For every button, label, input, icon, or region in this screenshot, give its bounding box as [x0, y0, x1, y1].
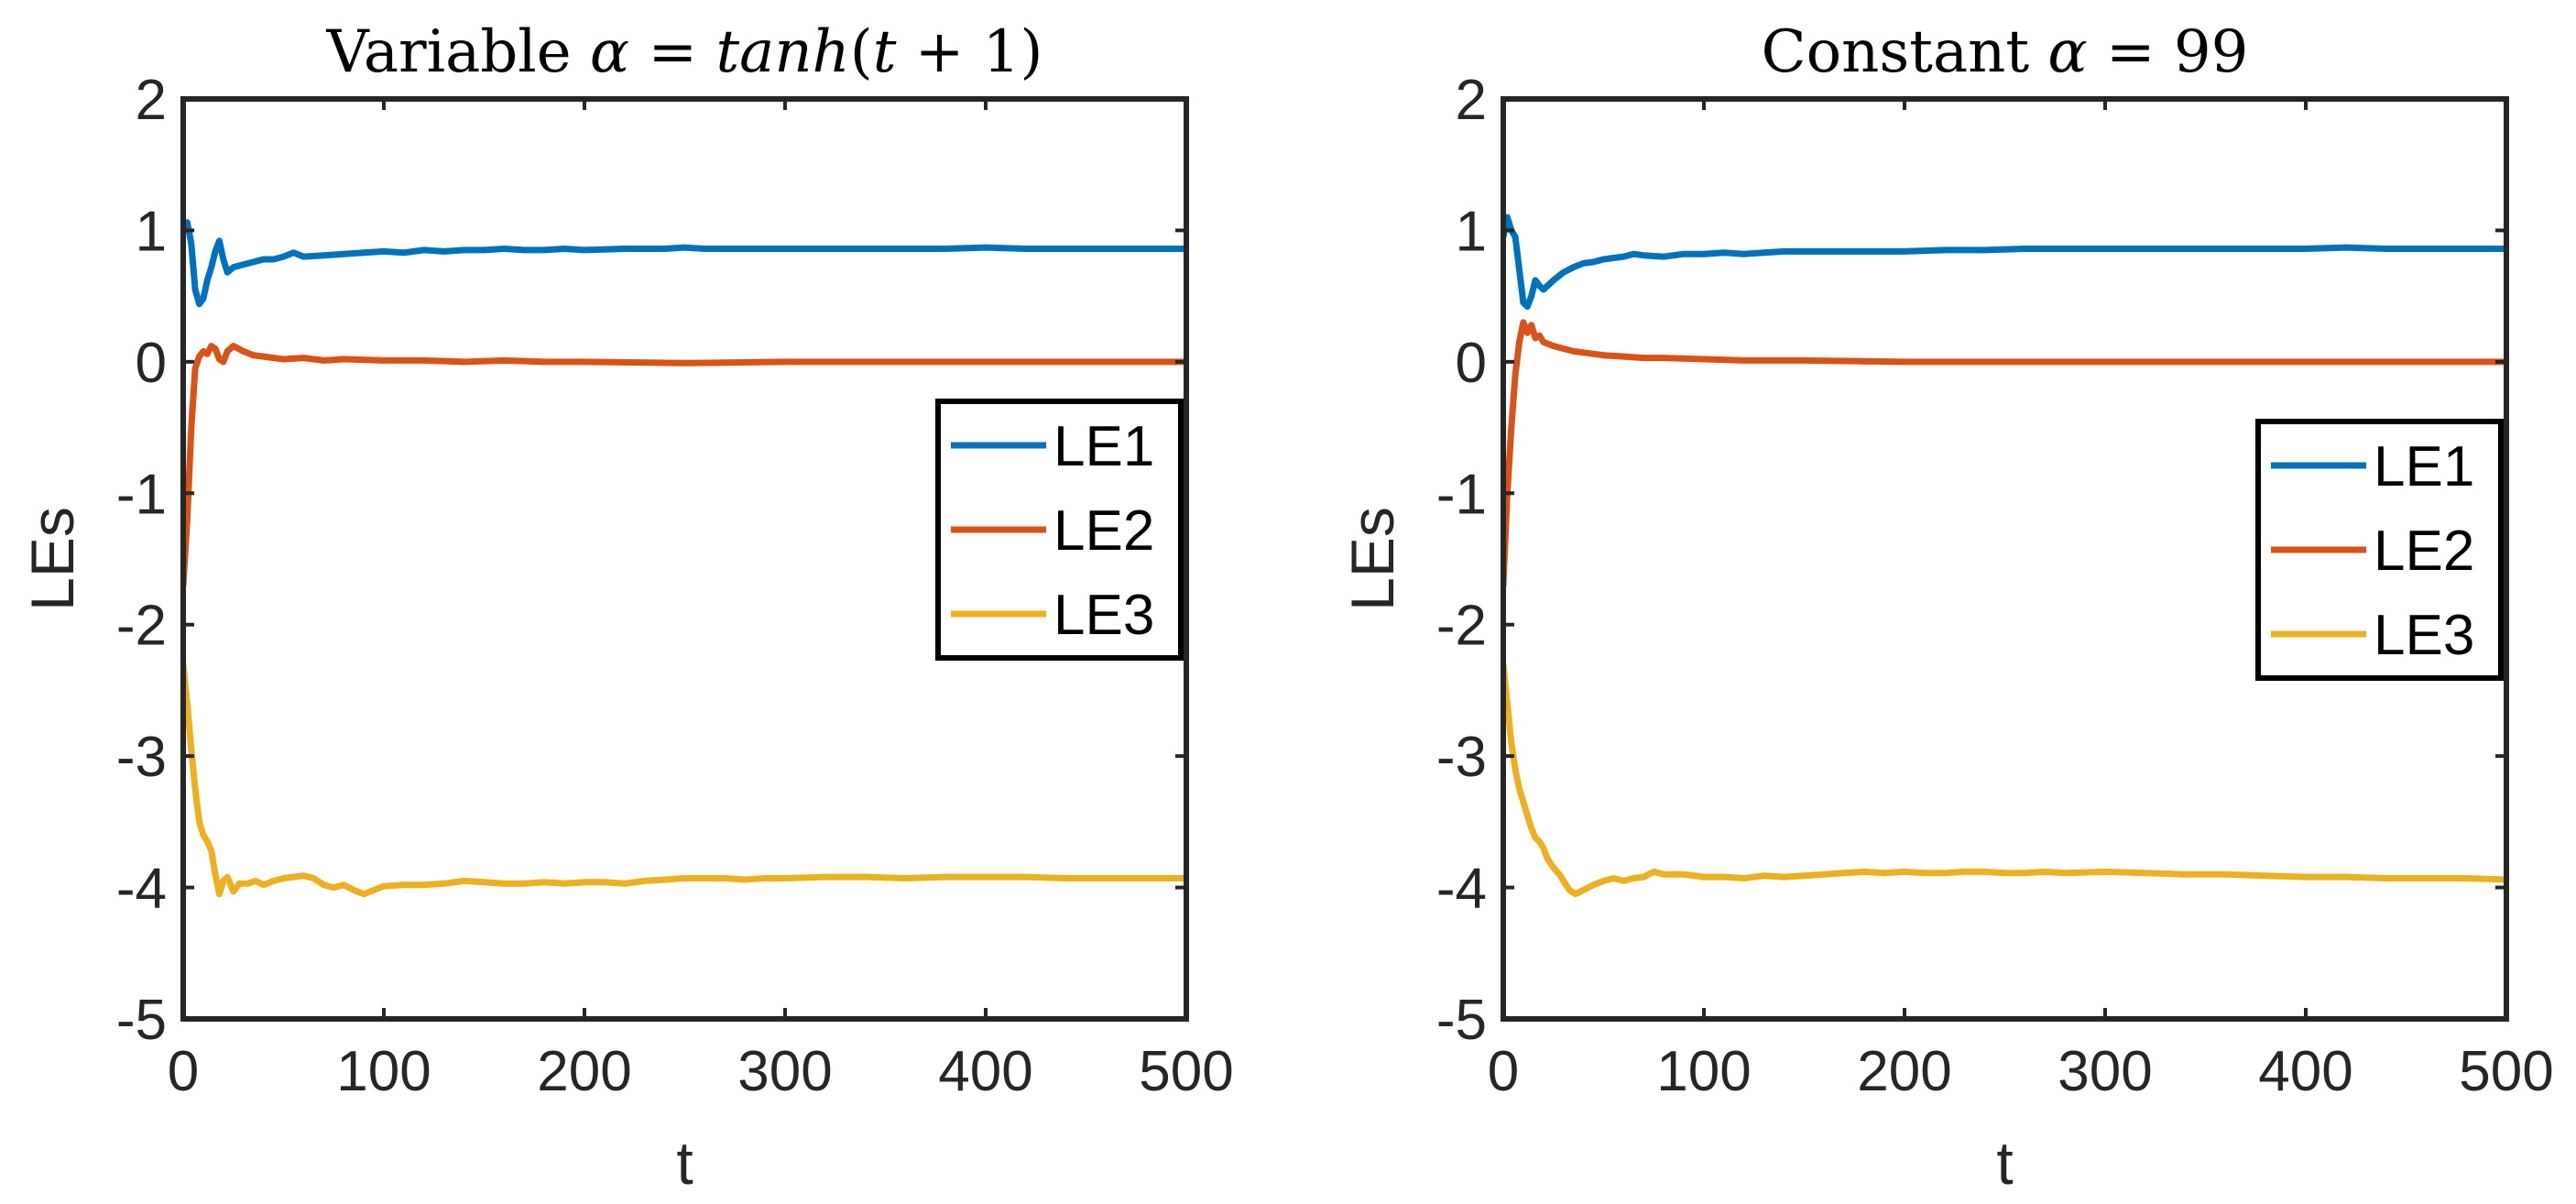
right-panel: 0 100 200 300 400 500 2 1 0 -1 -2 -3 -4 -5 t LEs Constan…	[1338, 18, 2554, 1197]
y-tick-label: -5	[116, 989, 167, 1052]
y-tick-label: 2	[136, 69, 167, 132]
series-line-le2	[183, 343, 1186, 589]
series-line-le1	[1503, 213, 2506, 311]
x-axis-label: t	[1996, 1129, 2013, 1197]
y-axis-label: LEs	[1338, 507, 1406, 611]
y-tick-label: -3	[116, 726, 167, 789]
x-tick-label: 100	[1656, 1040, 1751, 1103]
y-tick-label: -5	[1436, 989, 1487, 1052]
chart-title: Constant α = 99	[1762, 18, 2249, 86]
x-tick-label: 500	[2459, 1040, 2553, 1103]
left-panel: 0 100 200 300 400 500 2 1 0 -1 -2 -3 -4 -5 t LEs Variabl…	[18, 18, 1234, 1197]
chart-title: Variable α = tanh(t + 1)	[326, 18, 1043, 86]
plot-frame	[1501, 96, 2509, 1022]
y-tick-label: -4	[116, 858, 167, 921]
y-tick-label: 1	[1456, 200, 1487, 263]
x-tick-label: 0	[1488, 1040, 1519, 1103]
series-line-le3	[183, 661, 1186, 898]
x-tick-label: 0	[168, 1040, 199, 1103]
legend: LE1 LE2 LE3	[935, 399, 1184, 661]
legend: LE1 LE2 LE3	[2255, 419, 2504, 681]
legend-label-le2: LE2	[1053, 499, 1154, 563]
y-axis-label: LEs	[18, 507, 86, 611]
y-tick-label: -4	[1436, 858, 1487, 921]
y-tick-label: 2	[1456, 69, 1487, 132]
y-tick-label: -2	[116, 595, 167, 658]
x-axis-label: t	[676, 1129, 693, 1197]
legend-label-le1: LE1	[2374, 435, 2474, 498]
x-tick-label: 400	[938, 1040, 1032, 1103]
legend-label-le3: LE3	[2374, 604, 2474, 667]
legend-label-le1: LE1	[1053, 415, 1154, 478]
x-tick-label: 100	[336, 1040, 431, 1103]
series-group	[1503, 213, 2506, 898]
series-line-le2	[1503, 319, 2506, 589]
y-tick-label: -2	[1436, 595, 1487, 658]
y-tick-label: 0	[136, 332, 167, 395]
legend-label-le2: LE2	[2374, 520, 2474, 583]
y-tick-label: -1	[1436, 463, 1487, 526]
y-tick-label: 0	[1456, 332, 1487, 395]
x-tick-label: 300	[2058, 1040, 2152, 1103]
x-tick-label: 500	[1139, 1040, 1233, 1103]
x-tick-label: 400	[2258, 1040, 2352, 1103]
y-tick-label: -3	[1436, 726, 1487, 789]
plot-frame	[180, 96, 1189, 1022]
x-tick-label: 200	[1857, 1040, 1951, 1103]
legend-label-le3: LE3	[1053, 584, 1154, 647]
series-line-le1	[183, 219, 1186, 308]
y-tick-label: 1	[136, 200, 167, 263]
y-tick-label: -1	[116, 463, 167, 526]
x-tick-label: 300	[737, 1040, 832, 1103]
series-group	[183, 219, 1186, 898]
series-line-le3	[1503, 661, 2506, 898]
x-tick-label: 200	[537, 1040, 631, 1103]
